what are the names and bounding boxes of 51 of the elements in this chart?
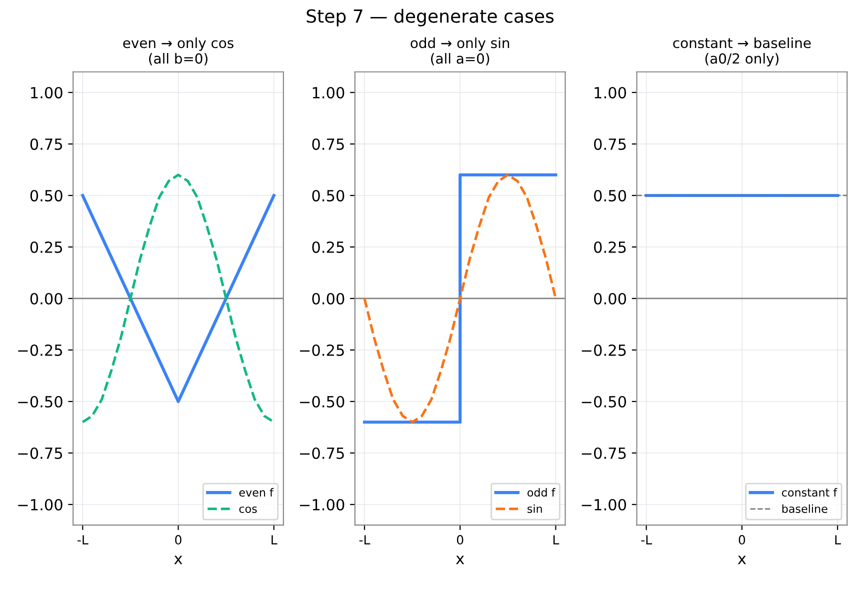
y-tick-label: 0.25 xyxy=(30,241,62,254)
legend-label: constant f xyxy=(782,488,838,497)
x-tick-label: 0 xyxy=(456,535,464,544)
x-tick-label: 0 xyxy=(175,535,182,544)
y-tick-label: 0.75 xyxy=(312,138,344,150)
legend-label: cos xyxy=(239,506,257,513)
y-tick-label: 1.00 xyxy=(594,86,626,98)
y-tick-label: 0.00 xyxy=(30,292,62,305)
y-tick-label: −0.25 xyxy=(582,344,626,356)
chart-title: constant → baseline (a0/2 only) xyxy=(673,37,811,66)
line-series xyxy=(81,174,276,424)
y-tick-label: 0.50 xyxy=(594,190,626,202)
y-tick-label: 0.25 xyxy=(594,241,626,254)
y-tick-label: 0.25 xyxy=(312,241,344,254)
x-tick-label: L xyxy=(272,535,278,544)
y-tick-label: 0.75 xyxy=(30,138,62,150)
y-tick-label: −0.50 xyxy=(18,396,62,408)
y-tick-label: −0.75 xyxy=(300,447,344,460)
line-series xyxy=(81,194,276,404)
y-tick-label: 0.50 xyxy=(30,190,62,202)
legend-label: sin xyxy=(528,504,542,513)
y-tick-label: −1.00 xyxy=(300,498,344,511)
y-tick-label: 0.75 xyxy=(594,138,626,150)
y-tick-label: −0.50 xyxy=(582,396,626,408)
y-tick-label: 0.00 xyxy=(312,292,344,305)
y-tick-label: −1.00 xyxy=(582,498,626,511)
y-tick-label: 0.00 xyxy=(594,292,626,305)
y-tick-label: −0.75 xyxy=(18,447,62,460)
x-axis-title: x xyxy=(456,556,464,564)
x-tick-label: L xyxy=(835,535,841,544)
x-axis-title: x xyxy=(174,556,182,564)
legend-label: baseline xyxy=(782,504,828,513)
x-tick-label: 0 xyxy=(738,535,746,544)
y-tick-label: 1.00 xyxy=(31,86,62,98)
y-tick-label: −0.25 xyxy=(18,344,62,356)
x-tick-label: L xyxy=(553,535,560,544)
legend-label: even f xyxy=(239,488,274,497)
y-tick-label: 1.00 xyxy=(312,86,344,98)
y-tick-label: −0.50 xyxy=(300,396,344,408)
x-tick-label: -L xyxy=(359,535,370,544)
chart-title: odd → only sin (all a=0) xyxy=(410,37,510,66)
y-tick-label: −1.00 xyxy=(18,498,62,511)
legend-label: odd f xyxy=(528,488,556,497)
y-tick-label: −0.25 xyxy=(300,344,344,356)
text: Step 7 — degenerate cases xyxy=(306,8,554,26)
chart-title: even → only cos (all b=0) xyxy=(123,37,234,66)
y-tick-label: 0.50 xyxy=(312,190,344,202)
x-tick-label: -L xyxy=(641,535,652,544)
x-tick-label: -L xyxy=(78,535,88,544)
y-tick-label: −0.75 xyxy=(582,447,626,460)
x-axis-title: x xyxy=(738,556,746,564)
